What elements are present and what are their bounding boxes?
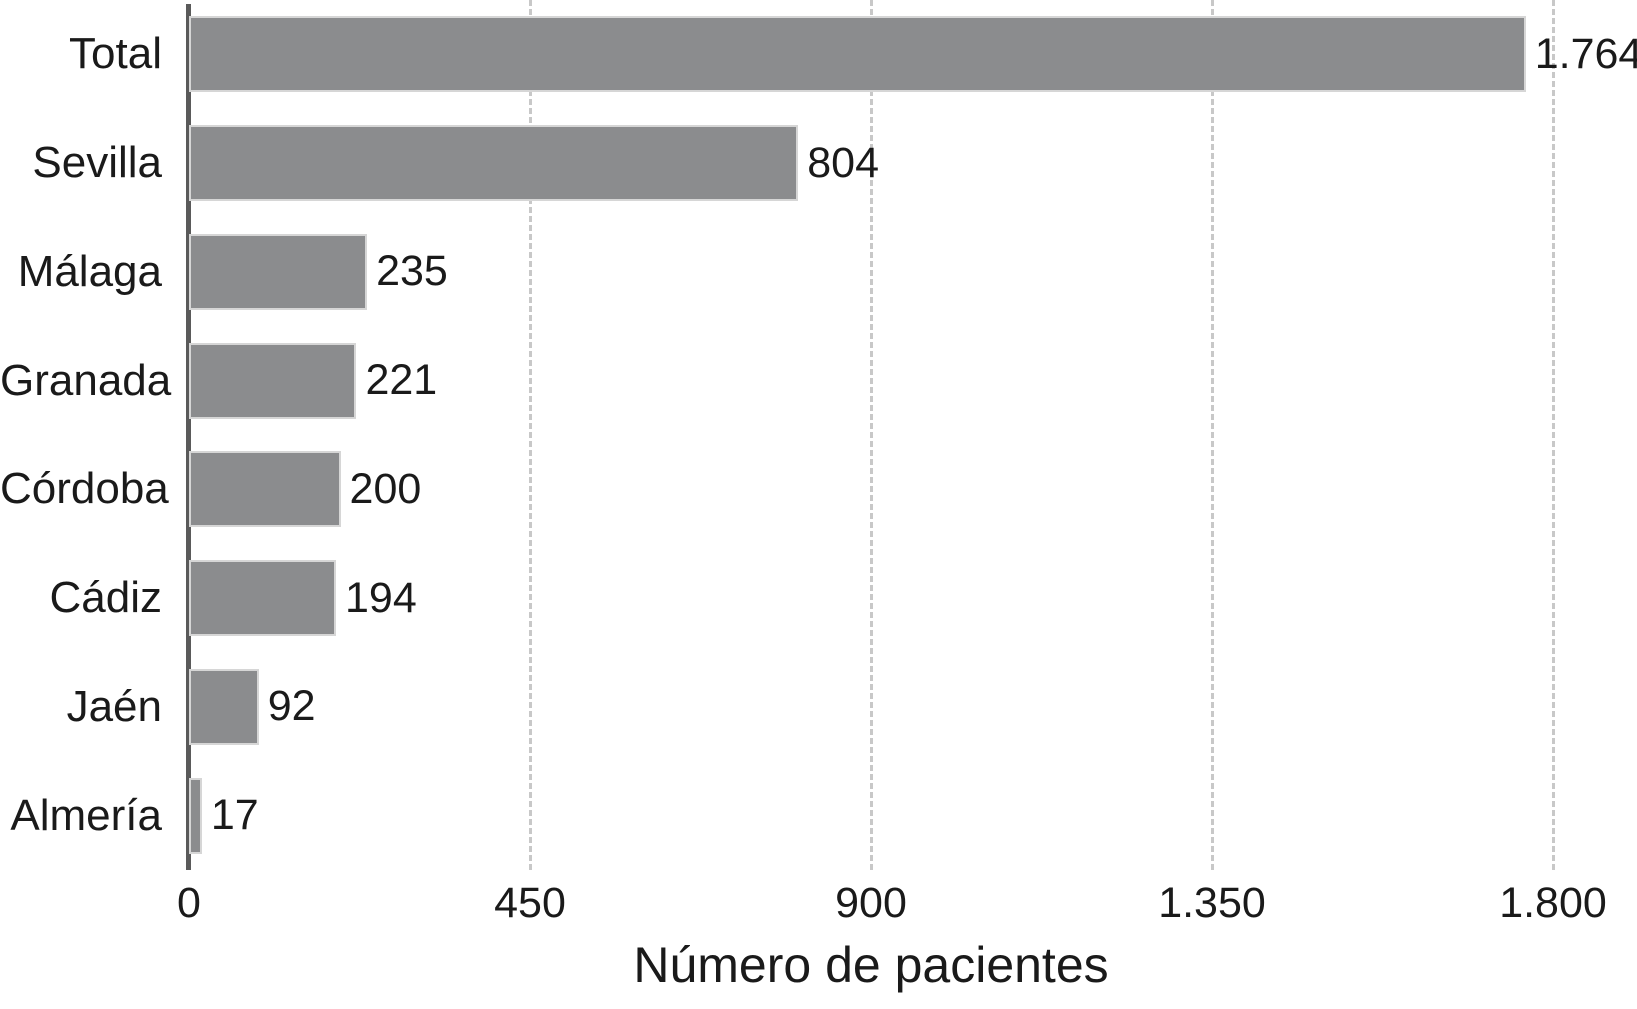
x-tick-label: 900 xyxy=(835,879,907,927)
category-label: Sevilla xyxy=(32,138,162,188)
bar-cádiz xyxy=(189,560,336,637)
gridline-900 xyxy=(869,0,873,870)
gridline-1800 xyxy=(1551,0,1555,870)
bar-almería xyxy=(189,777,202,854)
bar-sevilla xyxy=(189,125,799,202)
gridline-layer xyxy=(189,0,1555,870)
value-label: 804 xyxy=(807,138,879,187)
category-label: Málaga xyxy=(17,246,162,296)
bar-total xyxy=(189,16,1526,93)
gridline-1350 xyxy=(1210,0,1214,870)
chart-row: Cádiz 194 xyxy=(0,544,1637,653)
chart-row: Almería 17 xyxy=(0,761,1637,870)
value-label: 1.764 xyxy=(1534,29,1637,78)
y-axis-line xyxy=(186,4,191,870)
category-label: Almería xyxy=(10,790,162,840)
category-label: Total xyxy=(69,29,162,79)
x-tick-label: 1.800 xyxy=(1499,879,1607,927)
x-axis-title: Número de pacientes xyxy=(633,937,1109,993)
chart-row: Málaga 235 xyxy=(0,218,1637,327)
chart-row: Sevilla 804 xyxy=(0,109,1637,218)
chart-row: Total 1.764 xyxy=(0,0,1637,109)
value-label: 235 xyxy=(376,247,448,296)
bar-jaén xyxy=(189,668,259,745)
bar-málaga xyxy=(189,233,368,310)
bar-rows: Total 1.764 Sevilla 804 Málaga 235 Granada 221 C… xyxy=(0,0,1637,870)
x-tick-label: 0 xyxy=(177,879,201,927)
value-label: 194 xyxy=(345,573,417,622)
bar-córdoba xyxy=(189,451,341,528)
chart-row: Jaén 92 xyxy=(0,653,1637,762)
value-label: 221 xyxy=(365,356,438,405)
category-label: Granada xyxy=(0,355,172,405)
value-label: 200 xyxy=(349,464,422,513)
chart-row: Córdoba 200 xyxy=(0,435,1637,544)
value-label: 92 xyxy=(267,682,316,731)
category-label: Cádiz xyxy=(49,573,163,623)
gridline-450 xyxy=(528,0,532,870)
bar-granada xyxy=(189,342,357,419)
category-label: Córdoba xyxy=(0,464,169,514)
chart-row: Granada 221 xyxy=(0,326,1637,435)
x-tick-label: 1.350 xyxy=(1158,879,1266,927)
category-label: Jaén xyxy=(66,681,162,731)
value-label: 17 xyxy=(210,791,259,840)
x-tick-label: 450 xyxy=(494,879,566,927)
x-axis-ticks: 0 450 900 1.350 1.800 xyxy=(177,879,1607,932)
